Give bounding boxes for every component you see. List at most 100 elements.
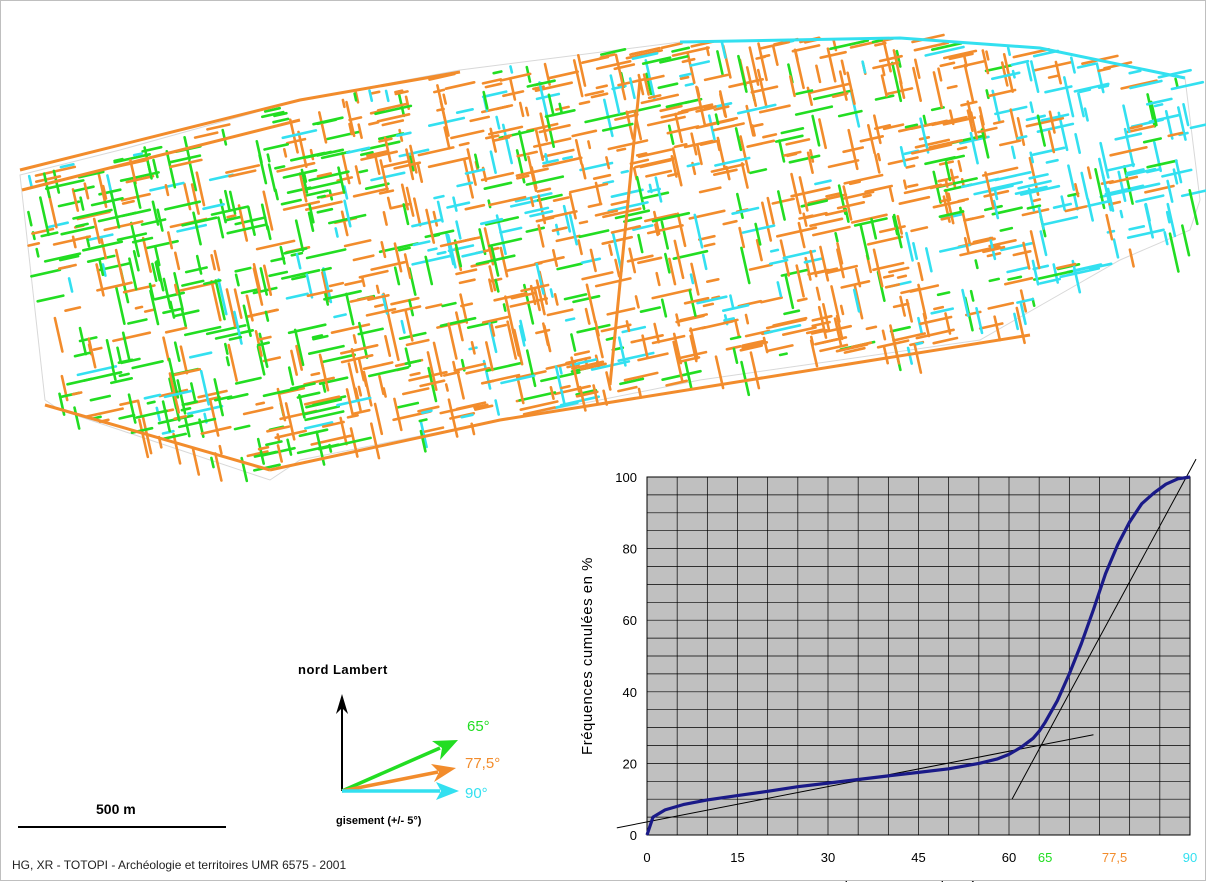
street-segment (736, 103, 777, 115)
street-segment (626, 254, 654, 263)
street-segment (321, 266, 332, 272)
street-segment (242, 304, 252, 338)
street-segment (1019, 302, 1027, 326)
street-segment (162, 432, 187, 441)
street-segment (30, 268, 62, 278)
street-segment (256, 437, 266, 465)
street-segment (404, 309, 414, 342)
street-segment (809, 217, 844, 228)
street-segment (382, 387, 387, 398)
street-segment (133, 180, 142, 209)
street-segment (762, 133, 778, 139)
street-segment (1174, 77, 1179, 88)
street-segment (1177, 106, 1187, 141)
main-avenue (608, 79, 642, 386)
street-segment (151, 262, 158, 283)
street-segment (306, 289, 333, 298)
street-segment (635, 152, 648, 157)
street-segment (316, 172, 333, 178)
street-segment (821, 302, 831, 331)
street-segment (555, 105, 570, 111)
street-segment (595, 84, 609, 90)
street-segment (43, 252, 82, 263)
street-segment (358, 169, 369, 174)
street-segment (447, 244, 475, 253)
street-segment (798, 176, 809, 212)
street-segment (760, 201, 773, 242)
street-segment (602, 207, 642, 219)
street-segment (689, 327, 699, 360)
y-tick-label: 20 (623, 756, 637, 771)
street-segment (149, 289, 160, 326)
street-segment (365, 307, 397, 317)
arrowhead-65-icon (432, 740, 458, 760)
street-segment (188, 159, 198, 192)
street-segment (785, 138, 811, 146)
street-segment (674, 112, 684, 144)
street-segment (425, 303, 443, 310)
street-segment (676, 350, 708, 360)
street-segment (712, 168, 738, 176)
street-segment (963, 63, 975, 104)
street-segment (628, 77, 636, 100)
street-segment (282, 169, 318, 179)
street-segment (765, 318, 807, 330)
street-segment (227, 343, 238, 382)
street-segment (621, 325, 647, 334)
street-segment (587, 140, 592, 150)
street-segment (354, 165, 362, 185)
street-segment (225, 356, 230, 367)
street-segment (546, 308, 574, 317)
street-segment (143, 393, 162, 400)
street-segment (245, 294, 254, 322)
street-segment (686, 162, 701, 168)
street-segment (809, 149, 815, 163)
street-segment (985, 50, 990, 61)
street-segment (90, 197, 124, 207)
street-segment (572, 294, 601, 304)
street-segment (1188, 189, 1199, 226)
street-segment (432, 341, 443, 378)
street-segment (1123, 165, 1134, 205)
street-segment (551, 249, 559, 268)
street-segment (866, 235, 904, 246)
street-segment (571, 360, 605, 370)
street-segment (671, 46, 691, 53)
street-segment (575, 388, 598, 396)
street-segment (992, 120, 1005, 125)
street-segment (571, 129, 598, 138)
street-segment (660, 298, 668, 318)
street-segment (1052, 202, 1072, 209)
street-segment (562, 204, 572, 233)
street-segment (439, 403, 480, 415)
street-segment (340, 210, 349, 237)
street-segment (982, 245, 1006, 254)
street-segment (1180, 189, 1206, 198)
street-segment (547, 70, 580, 80)
street-segment (400, 183, 410, 211)
street-segment (1105, 163, 1136, 172)
street-segment (1011, 69, 1016, 79)
street-segment (833, 317, 843, 348)
street-segment (696, 144, 703, 166)
street-segment (484, 216, 520, 226)
street-segment (34, 165, 77, 177)
street-segment (76, 365, 118, 377)
street-segment (693, 213, 704, 249)
street-segment (1135, 194, 1165, 203)
street-segment (660, 42, 683, 50)
street-segment (38, 196, 50, 237)
street-segment (778, 352, 788, 357)
street-segment (312, 116, 344, 126)
street-segment (217, 278, 228, 316)
street-segment (568, 182, 609, 194)
street-segment (1109, 146, 1148, 157)
street-segment (848, 180, 862, 186)
street-segment (578, 229, 610, 239)
street-segment (152, 158, 159, 179)
street-segment (285, 292, 309, 300)
street-segment (1000, 242, 1033, 252)
street-segment (1073, 194, 1079, 211)
street-segment (255, 239, 296, 251)
street-segment (647, 94, 662, 100)
